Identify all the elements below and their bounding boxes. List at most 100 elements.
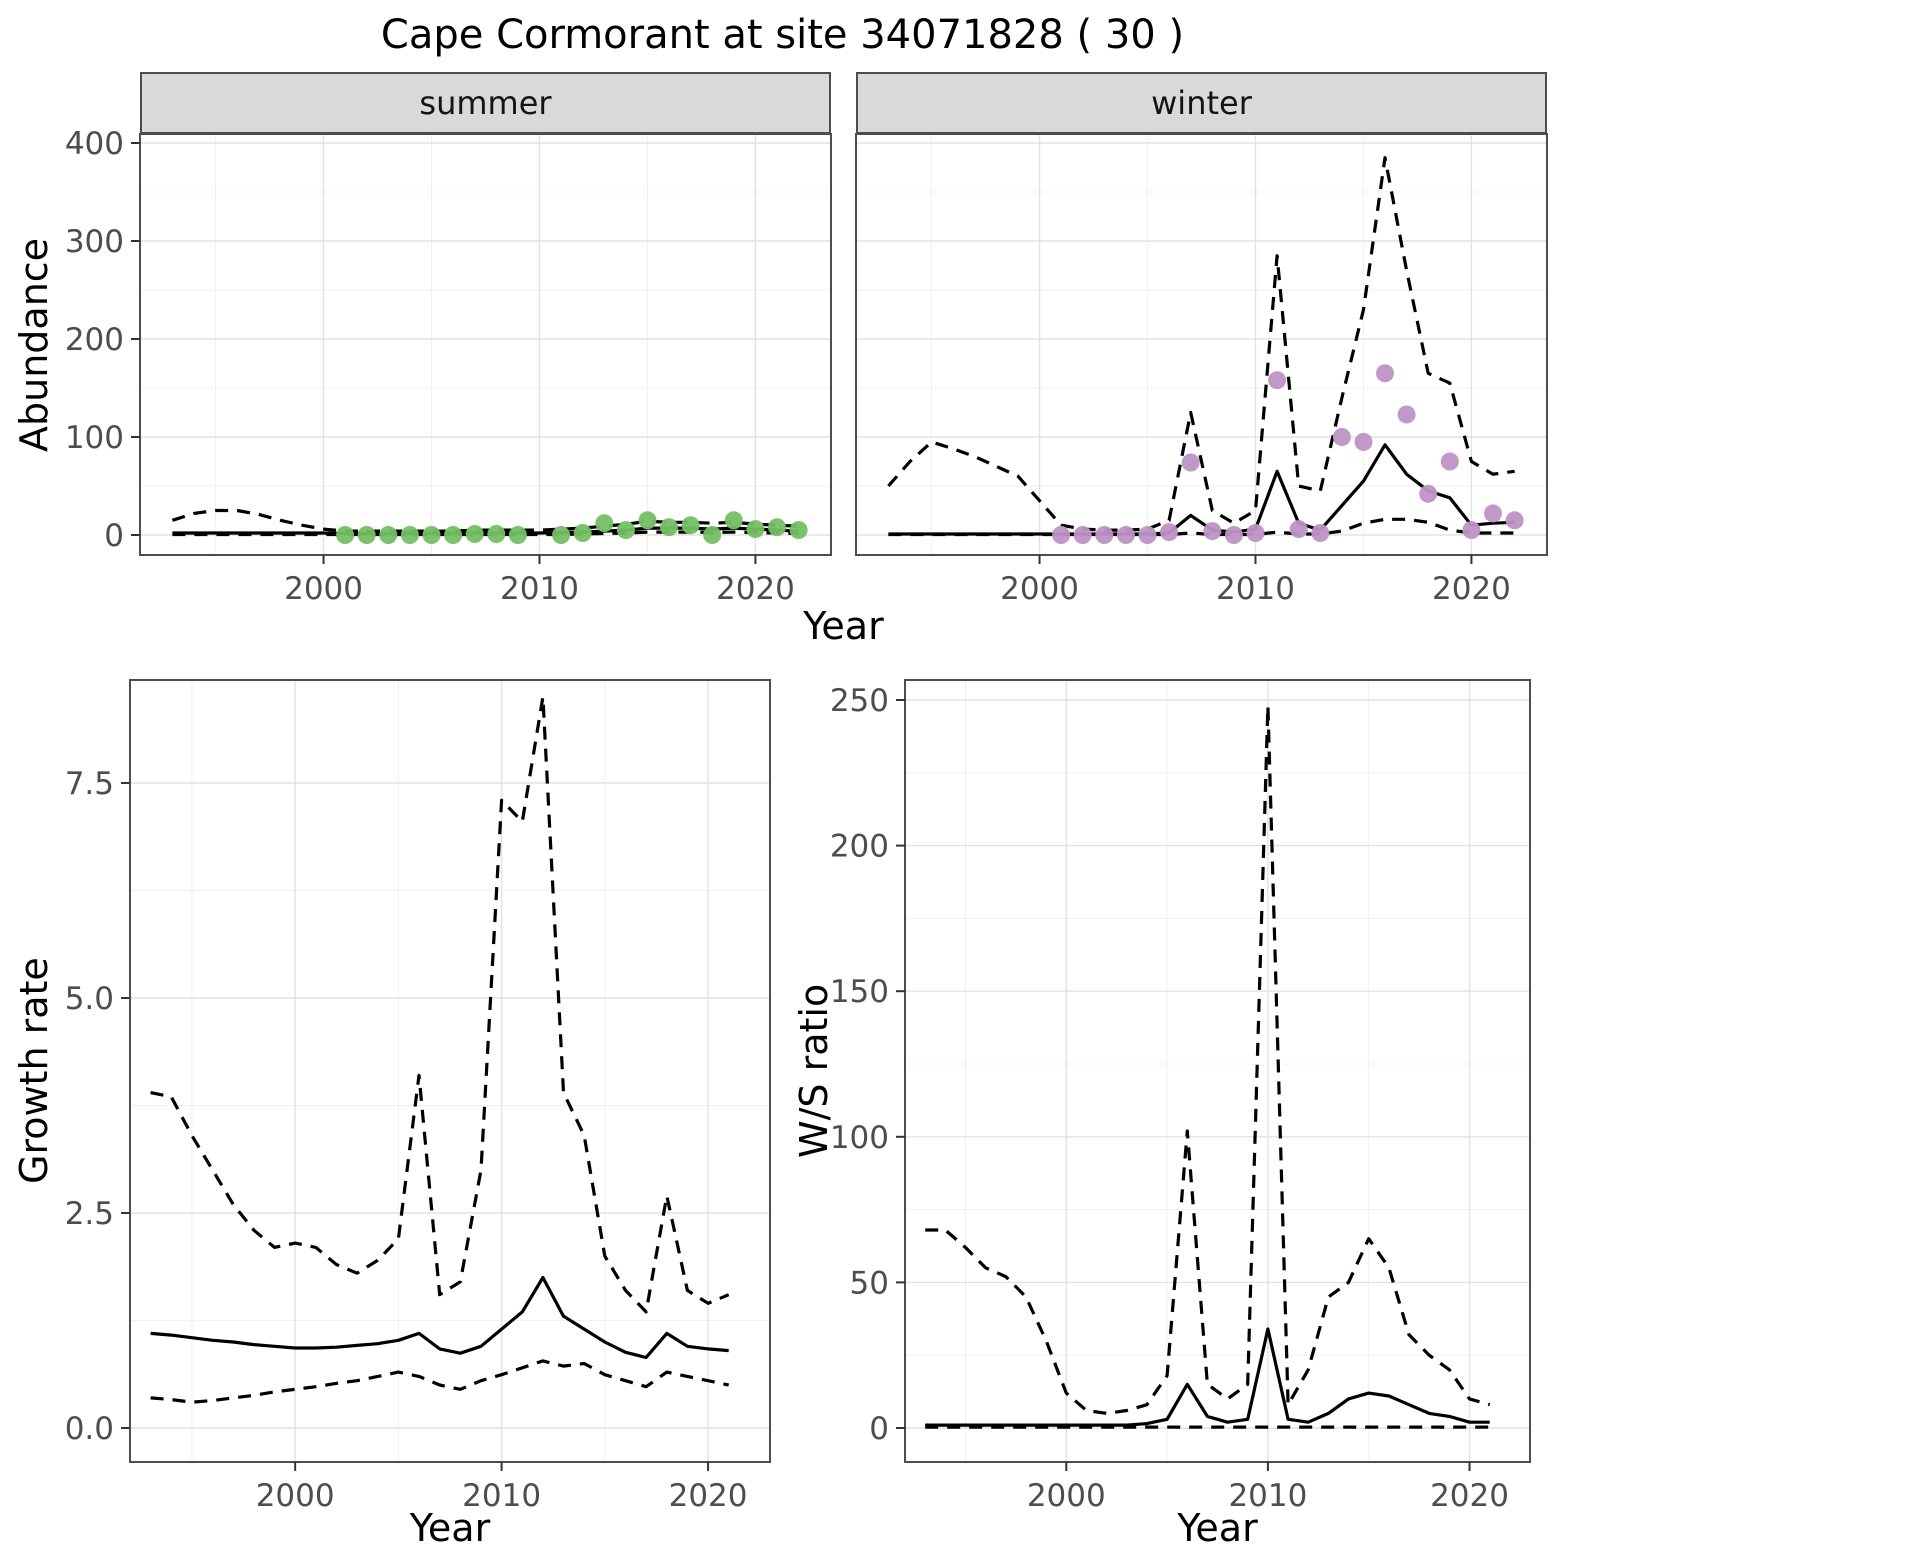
observation-point bbox=[1354, 432, 1373, 451]
observation-point bbox=[422, 526, 441, 544]
y-tick-label: 400 bbox=[65, 126, 124, 162]
observation-point bbox=[1203, 522, 1222, 541]
growth-x-axis-title: Year bbox=[409, 1506, 491, 1550]
observation-point bbox=[1332, 428, 1351, 446]
observation-point bbox=[1116, 526, 1135, 544]
observation-point bbox=[1311, 524, 1330, 542]
panel-abundance-winter: 2000 2010 2020 bbox=[855, 133, 1548, 607]
observation-point bbox=[1376, 364, 1394, 383]
x-tick-label: 2000 bbox=[1027, 1478, 1106, 1514]
abundance-summer-upper-ci-line bbox=[171, 508, 799, 533]
observation-point bbox=[487, 525, 506, 543]
x-tick-label: 2000 bbox=[1000, 571, 1079, 607]
panel-background bbox=[856, 134, 1547, 555]
facet-strip-winter: winter bbox=[856, 72, 1547, 134]
observation-point bbox=[1419, 484, 1438, 503]
observation-point bbox=[1052, 526, 1071, 544]
panel-border bbox=[855, 133, 1548, 556]
y-tick-label: 50 bbox=[850, 1265, 889, 1301]
abundance-summer-observations bbox=[336, 511, 808, 544]
ws-ratio-fit-line bbox=[925, 1327, 1490, 1427]
observation-point bbox=[357, 526, 376, 544]
y-tick-label: 5.0 bbox=[65, 981, 114, 1017]
y-tick-label: 150 bbox=[830, 974, 889, 1010]
observation-point bbox=[638, 511, 657, 530]
observation-point bbox=[552, 526, 571, 544]
observation-point bbox=[508, 526, 527, 544]
observation-point bbox=[1181, 453, 1200, 472]
observation-point bbox=[703, 526, 722, 544]
observation-point bbox=[1462, 521, 1481, 540]
y-tick-label: 0 bbox=[104, 518, 124, 554]
panel-border bbox=[139, 133, 832, 556]
y-tick-label: 0.0 bbox=[65, 1411, 114, 1447]
abundance-summer-lower-ci-line bbox=[172, 530, 799, 537]
observation-point bbox=[1289, 520, 1308, 539]
chart-title: Cape Cormorant at site 34071828 ( 30 ) bbox=[380, 12, 1185, 58]
panel-growth-rate: 2000 2010 2020 0.0 2.5 5.0 7.5 bbox=[65, 679, 771, 1514]
observation-point bbox=[1073, 526, 1092, 544]
observation-point bbox=[573, 524, 592, 542]
y-tick-label: 200 bbox=[65, 322, 124, 358]
facet-strip-summer: summer bbox=[140, 72, 831, 134]
observation-point bbox=[1095, 526, 1114, 544]
growth-rate-upper-ci-line bbox=[150, 695, 730, 1314]
panel-background bbox=[905, 680, 1530, 1462]
observation-point bbox=[1484, 504, 1502, 523]
panel-ws-ratio: 2000 2010 2020 0 50 100 150 200 250 bbox=[830, 679, 1531, 1514]
x-tick-label: 2020 bbox=[1432, 571, 1511, 607]
observation-point bbox=[336, 526, 355, 544]
observation-point bbox=[465, 525, 484, 543]
observation-point bbox=[1397, 405, 1416, 424]
y-tick-label: 0 bbox=[869, 1411, 889, 1447]
growth-rate-lower-ci-line bbox=[150, 1359, 730, 1404]
panel-abundance-summer: 2000 2010 2020 0 100 200 300 400 bbox=[65, 126, 832, 607]
abundance-winter-lower-ci-line bbox=[888, 517, 1515, 537]
abundance-winter-fit-line bbox=[888, 443, 1515, 536]
x-tick-label: 2010 bbox=[462, 1478, 541, 1514]
x-tick-label: 2010 bbox=[500, 571, 579, 607]
observation-point bbox=[1160, 523, 1179, 542]
observation-point bbox=[1224, 526, 1243, 544]
observation-point bbox=[1138, 526, 1157, 544]
observation-point bbox=[400, 526, 419, 544]
observation-point bbox=[616, 521, 635, 540]
abundance-axis-title: Abundance bbox=[12, 237, 56, 452]
y-tick-label: 2.5 bbox=[65, 1196, 114, 1232]
top-x-axis-title: Year bbox=[803, 604, 884, 648]
panel-background bbox=[140, 134, 831, 555]
observation-point bbox=[1505, 511, 1524, 530]
facet-label-winter: winter bbox=[1151, 84, 1252, 122]
facet-label-summer: summer bbox=[419, 84, 552, 122]
y-tick-label: 100 bbox=[65, 420, 124, 456]
y-tick-label: 250 bbox=[830, 683, 889, 719]
panel-border bbox=[904, 679, 1531, 1463]
x-tick-label: 2010 bbox=[1216, 571, 1295, 607]
y-tick-label: 200 bbox=[830, 829, 889, 865]
y-tick-label: 300 bbox=[65, 224, 124, 260]
ws-ratio-axis-title: W/S ratio bbox=[792, 983, 836, 1159]
y-tick-label: 7.5 bbox=[65, 766, 114, 802]
x-tick-label: 2020 bbox=[669, 1478, 748, 1514]
abundance-winter-upper-ci-line bbox=[887, 156, 1515, 532]
growth-rate-axis-title: Growth rate bbox=[12, 957, 56, 1185]
observation-point bbox=[444, 526, 463, 544]
observation-point bbox=[1440, 452, 1459, 471]
ws-x-axis-title: Year bbox=[1177, 1506, 1258, 1550]
observation-point bbox=[660, 518, 678, 537]
panel-border bbox=[129, 679, 771, 1463]
x-tick-label: 2000 bbox=[256, 1478, 335, 1514]
x-tick-label: 2020 bbox=[716, 571, 795, 607]
observation-point bbox=[595, 514, 614, 533]
observation-point bbox=[724, 511, 743, 530]
observation-point bbox=[768, 518, 786, 537]
observation-point bbox=[379, 526, 398, 544]
growth-rate-fit-line bbox=[150, 1275, 729, 1360]
x-tick-label: 2000 bbox=[284, 571, 363, 607]
observation-point bbox=[1246, 524, 1265, 542]
observation-point bbox=[789, 521, 808, 540]
observation-point bbox=[1268, 371, 1287, 390]
abundance-winter-observations bbox=[1052, 364, 1524, 544]
